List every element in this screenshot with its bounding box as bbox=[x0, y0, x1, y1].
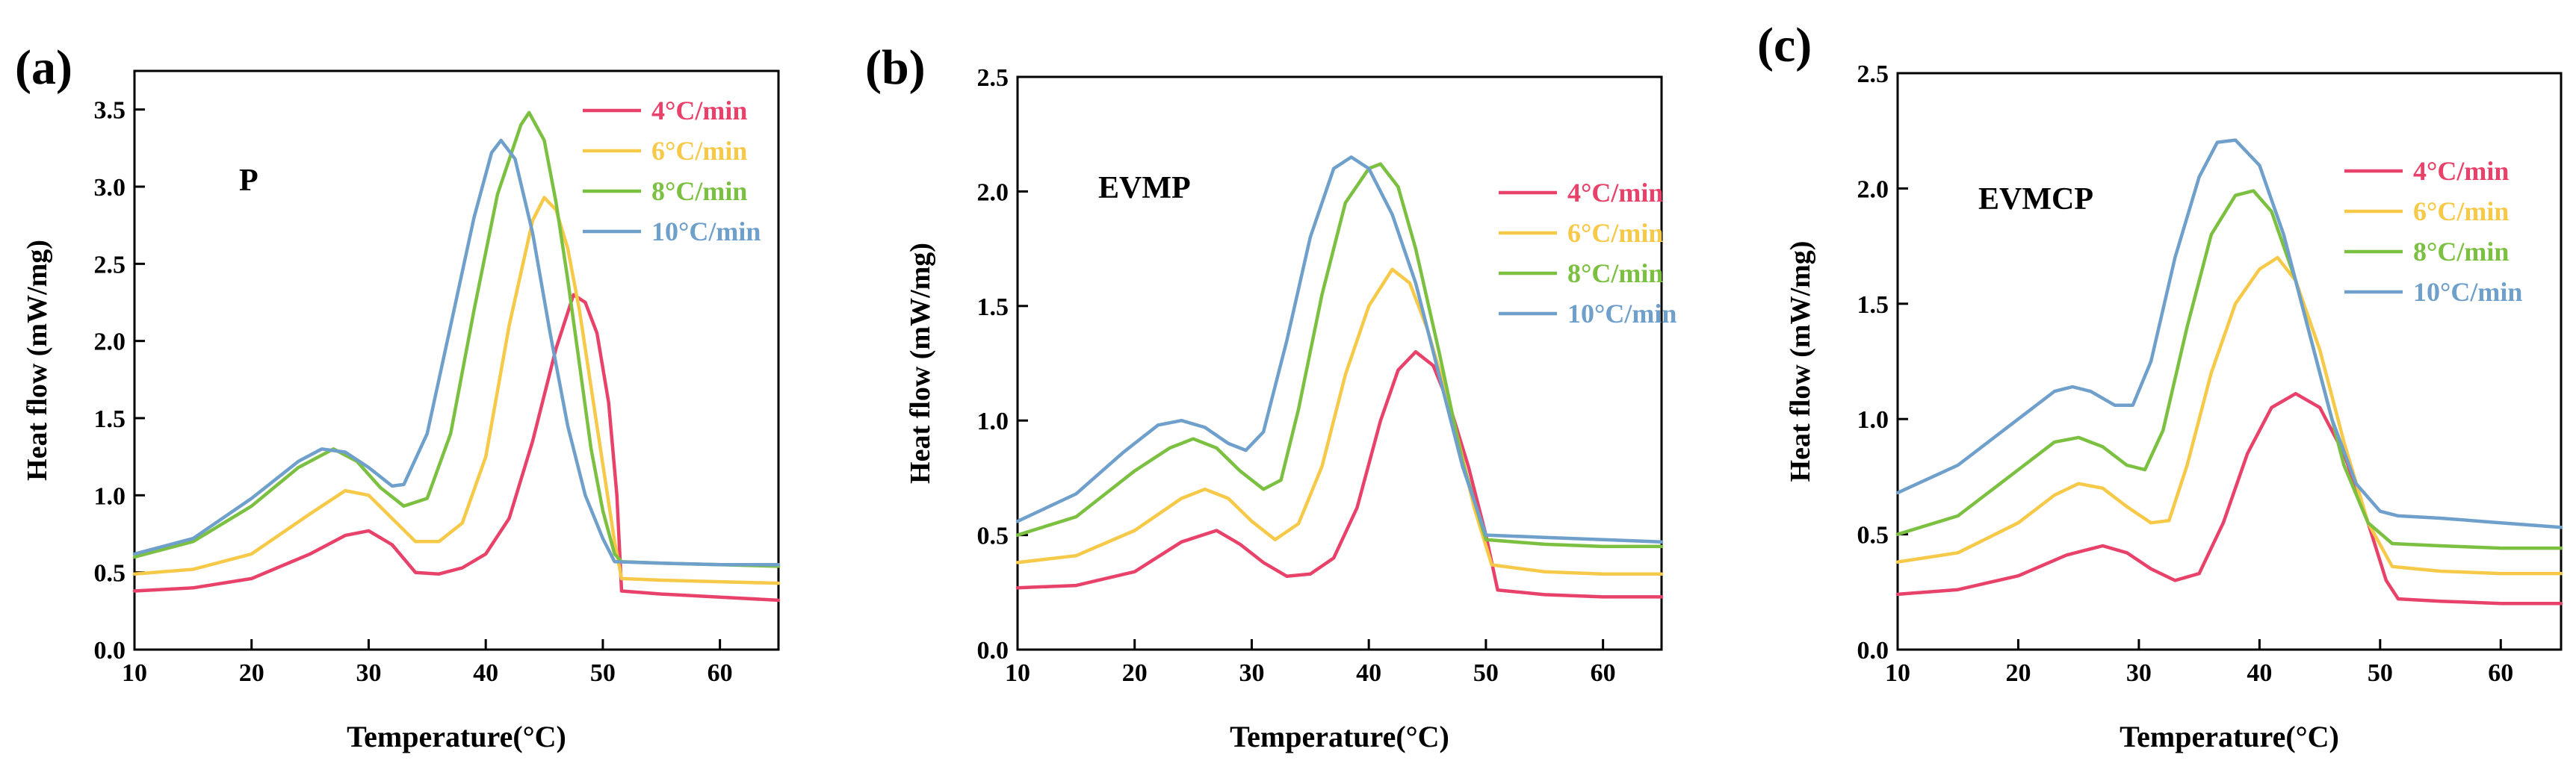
x-tick-label: 40 bbox=[2247, 659, 2272, 687]
y-tick-label: 2.0 bbox=[1857, 175, 1889, 203]
series-line-10C bbox=[1895, 138, 2563, 529]
y-tick-label: 0.5 bbox=[94, 560, 126, 588]
y-tick-label: 1.5 bbox=[94, 405, 126, 433]
x-tick-label: 20 bbox=[239, 659, 264, 687]
y-axis-title: Heat flow (mW/mg) bbox=[22, 240, 53, 481]
y-axis-title: Heat flow (mW/mg) bbox=[1785, 241, 1816, 482]
y-tick-label: 2.5 bbox=[1857, 60, 1889, 88]
plot-frame bbox=[133, 69, 780, 651]
chart-panel-2: 10 20 30 40 50 60 0.0 0.5 1.0 1.5 2.0 2.5 Temperatur… bbox=[865, 40, 1676, 753]
y-tick-label: 2.5 bbox=[94, 251, 126, 279]
sample-label: EVMCP bbox=[1978, 182, 2093, 217]
x-tick-label: 40 bbox=[1356, 659, 1381, 687]
y-tick-label: 0.0 bbox=[94, 637, 126, 665]
legend-label-8C: 8°C/min bbox=[1567, 258, 1663, 288]
legend-label-6C: 6°C/min bbox=[651, 136, 747, 166]
y-tick-label: 0.0 bbox=[1857, 637, 1889, 665]
panel-label: (b) bbox=[865, 40, 926, 95]
x-tick-label: 50 bbox=[590, 659, 616, 687]
x-tick-label: 60 bbox=[2488, 659, 2513, 687]
y-tick-label: 2.0 bbox=[94, 329, 126, 356]
y-tick-label: 1.5 bbox=[1857, 291, 1889, 319]
series-line-4C bbox=[132, 293, 781, 603]
y-tick-label: 2.5 bbox=[977, 64, 1009, 92]
x-tick-label: 20 bbox=[1122, 659, 1148, 687]
legend-label-10C: 10°C/min bbox=[1567, 299, 1676, 329]
chart-panel-1: 10 20 30 40 50 60 0.0 0.5 1.0 1.5 2.0 2.5 3.0 3.5 Temp… bbox=[15, 40, 781, 753]
legend-label-6C: 6°C/min bbox=[2413, 196, 2509, 226]
x-tick-label: 30 bbox=[2126, 659, 2152, 687]
x-axis-title: Temperature(°C) bbox=[1230, 720, 1449, 753]
series-line-10C bbox=[132, 138, 781, 567]
legend: 4°C/min 6°C/min 8°C/min 10°C/min bbox=[1499, 178, 1676, 329]
x-tick-label: 40 bbox=[473, 659, 498, 687]
y-tick-label: 0.5 bbox=[1857, 522, 1889, 550]
y-tick-label: 3.5 bbox=[94, 97, 126, 125]
y-tick-label: 1.0 bbox=[977, 408, 1009, 435]
y-tick-label: 1.0 bbox=[1857, 406, 1889, 434]
x-tick-label: 50 bbox=[2368, 659, 2393, 687]
y-tick-label: 0.0 bbox=[977, 637, 1009, 665]
series-line-10C bbox=[1015, 155, 1664, 544]
x-axis-title: Temperature(°C) bbox=[2120, 720, 2339, 753]
panel-label: (c) bbox=[1757, 18, 1812, 72]
y-tick-label: 3.0 bbox=[94, 174, 126, 202]
legend-label-10C: 10°C/min bbox=[651, 217, 761, 246]
x-tick-label: 30 bbox=[356, 659, 381, 687]
y-tick-label: 0.5 bbox=[977, 523, 1009, 550]
series-line-6C bbox=[1895, 255, 2563, 576]
legend: 4°C/min 6°C/min 8°C/min 10°C/min bbox=[583, 96, 761, 246]
x-tick-label: 10 bbox=[1005, 659, 1030, 687]
sample-label: EVMP bbox=[1098, 171, 1191, 205]
legend-label-4C: 4°C/min bbox=[1567, 178, 1663, 208]
x-tick-label: 60 bbox=[708, 659, 733, 687]
legend-label-10C: 10°C/min bbox=[2413, 277, 2522, 307]
panel-label: (a) bbox=[15, 40, 72, 95]
legend: 4°C/min 6°C/min 8°C/min 10°C/min bbox=[2344, 156, 2522, 307]
x-tick-label: 10 bbox=[1885, 659, 1910, 687]
y-tick-label: 2.0 bbox=[977, 178, 1009, 206]
legend-label-8C: 8°C/min bbox=[651, 176, 747, 206]
plot-frame bbox=[1016, 75, 1663, 651]
y-tick-label: 1.0 bbox=[94, 482, 126, 510]
legend-label-4C: 4°C/min bbox=[651, 96, 747, 125]
series-line-6C bbox=[132, 196, 781, 585]
x-tick-label: 20 bbox=[2005, 659, 2031, 687]
panels: 10 20 30 40 50 60 0.0 0.5 1.0 1.5 2.0 2.5 3.0 3.5 Temp… bbox=[15, 18, 2563, 753]
chart-panel-3: 10 20 30 40 50 60 0.0 0.5 1.0 1.5 2.0 2.5 Temperatur… bbox=[1757, 18, 2563, 753]
series-line-4C bbox=[1895, 391, 2563, 606]
series-line-6C bbox=[1015, 267, 1664, 576]
legend-label-6C: 6°C/min bbox=[1567, 218, 1663, 248]
x-tick-label: 50 bbox=[1473, 659, 1499, 687]
x-tick-label: 10 bbox=[122, 659, 147, 687]
y-tick-label: 1.5 bbox=[977, 293, 1009, 321]
x-axis-title: Temperature(°C) bbox=[347, 720, 566, 753]
legend-label-4C: 4°C/min bbox=[2413, 156, 2509, 186]
plot-frame bbox=[1896, 72, 2563, 651]
x-tick-label: 60 bbox=[1591, 659, 1616, 687]
y-axis-title: Heat flow (mW/mg) bbox=[905, 243, 936, 484]
sample-label: P bbox=[239, 164, 258, 198]
series-line-8C bbox=[1895, 189, 2563, 550]
legend-label-8C: 8°C/min bbox=[2413, 237, 2509, 267]
x-tick-label: 30 bbox=[1239, 659, 1264, 687]
